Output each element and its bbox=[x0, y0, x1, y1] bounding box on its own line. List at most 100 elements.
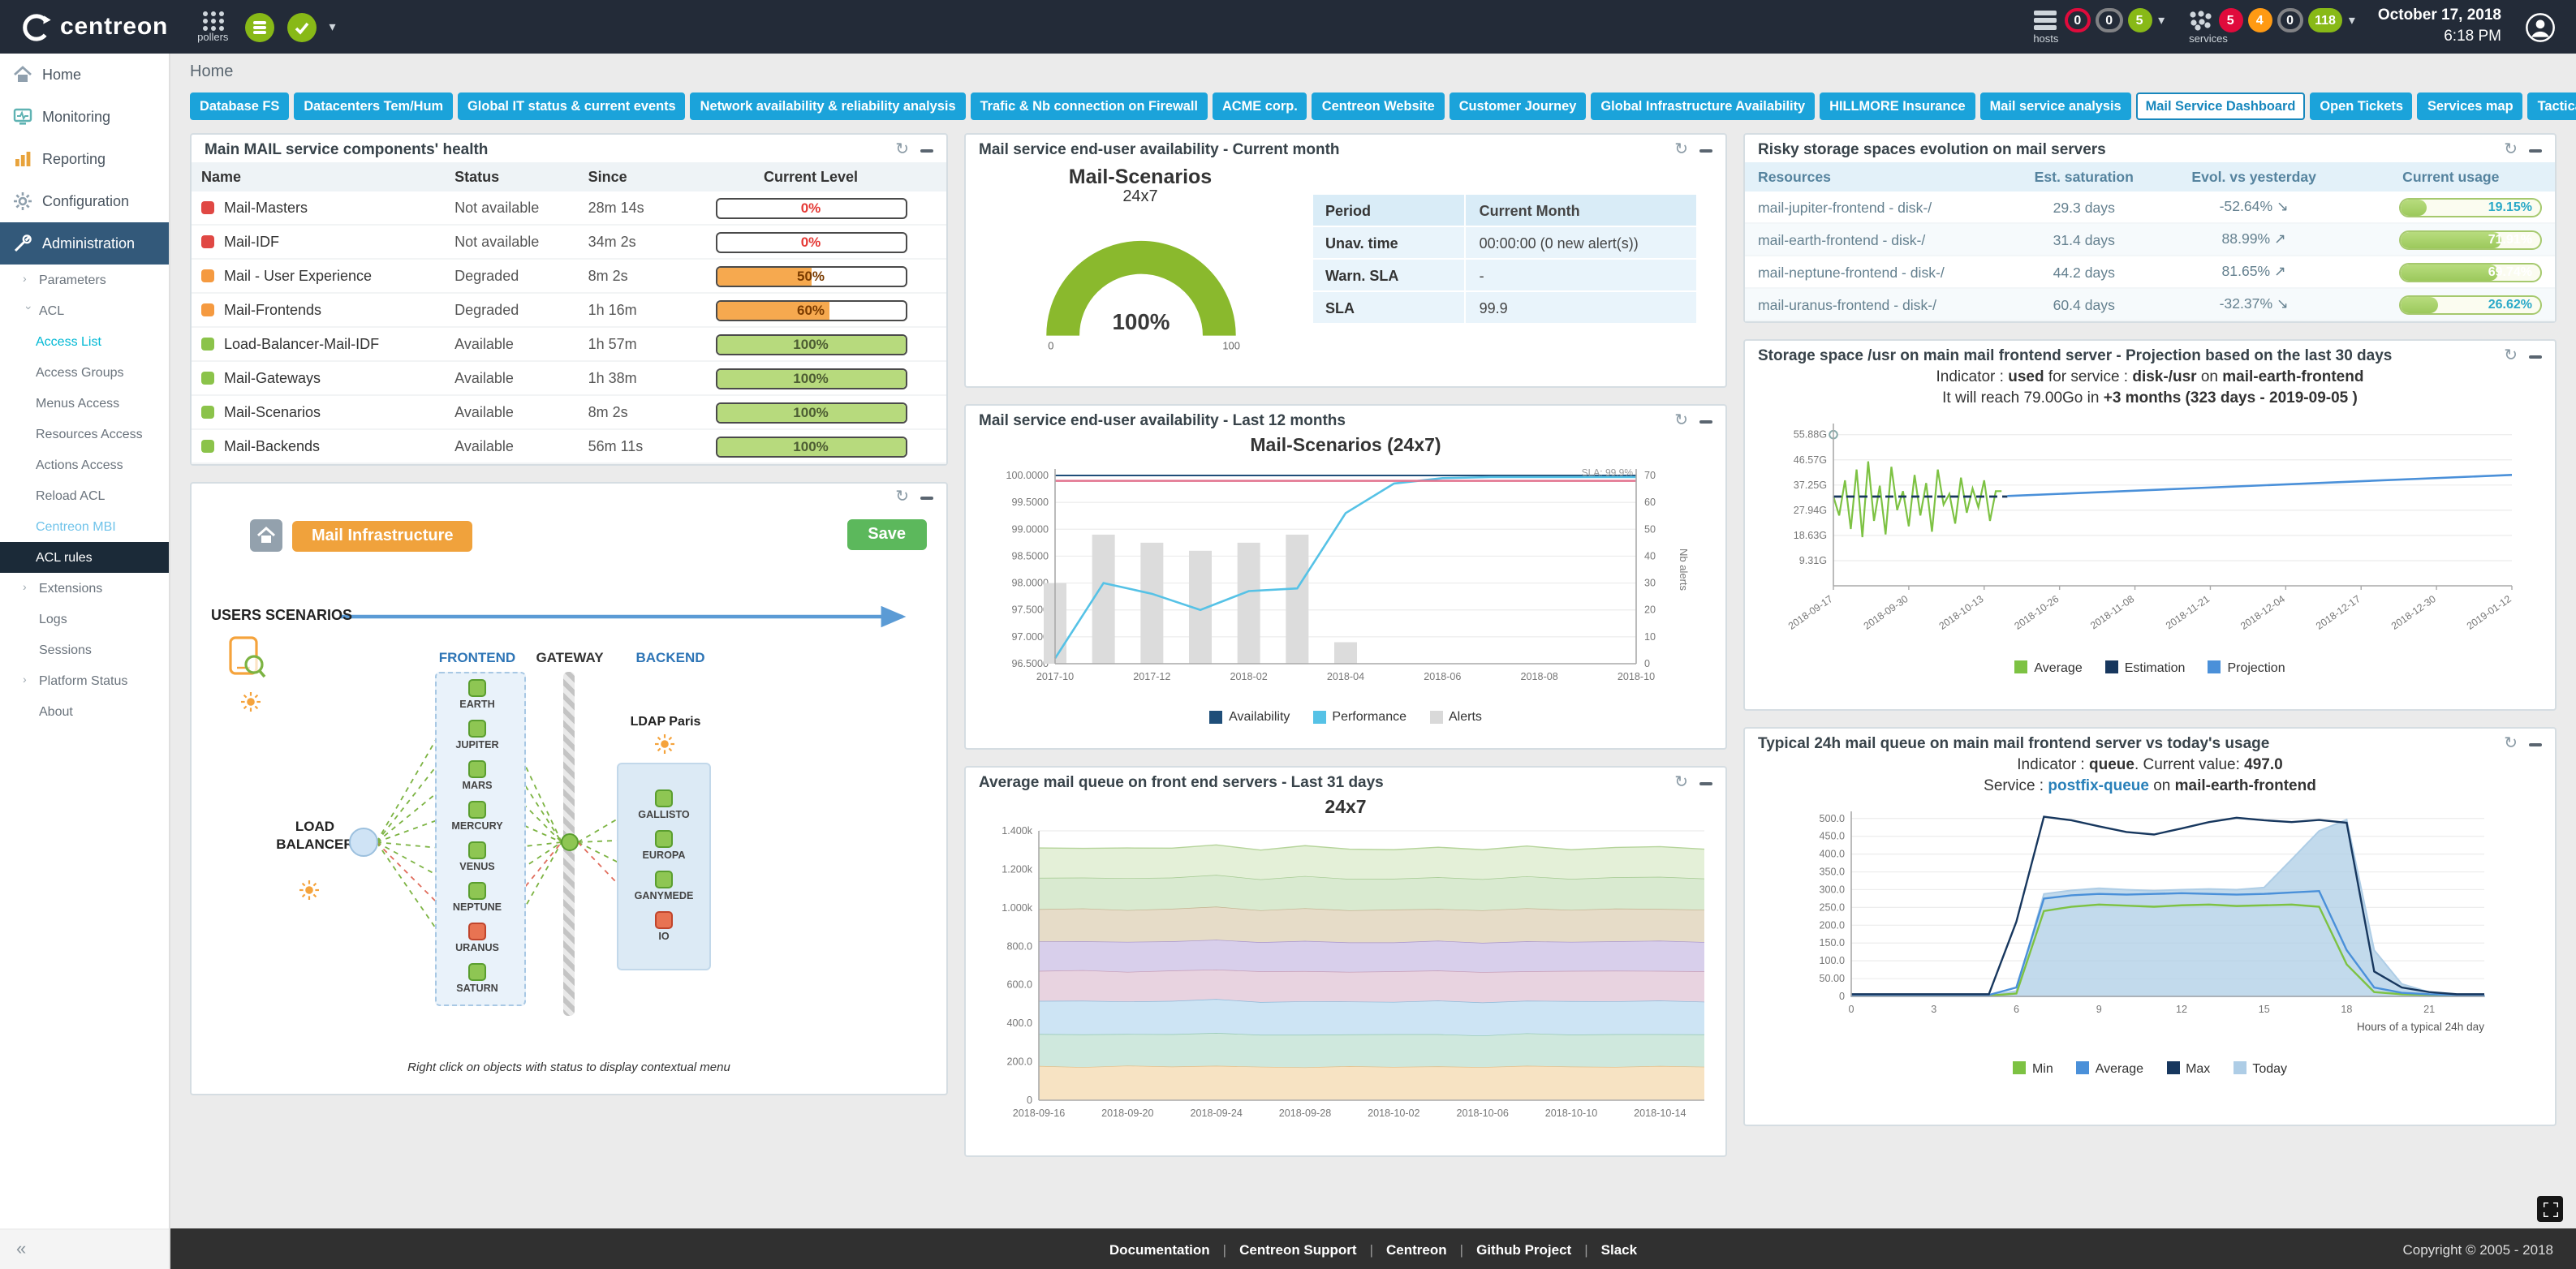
minimize-icon[interactable] bbox=[2529, 148, 2542, 152]
tab-network-availability-reliability-analysis[interactable]: Network availability & reliability analy… bbox=[690, 92, 966, 120]
node-gallisto[interactable] bbox=[655, 789, 673, 807]
tab-database-fs[interactable]: Database FS bbox=[190, 92, 290, 120]
status-badge[interactable]: 0 bbox=[2096, 8, 2123, 32]
refresh-icon[interactable]: ↻ bbox=[1674, 411, 1688, 429]
tab-services-map[interactable]: Services map bbox=[2417, 92, 2523, 120]
minimize-icon[interactable] bbox=[1699, 148, 1712, 152]
health-row[interactable]: Load-Balancer-Mail-IDF Available 1h 57m … bbox=[192, 327, 946, 362]
minimize-icon[interactable] bbox=[2529, 742, 2542, 746]
load-balancer-node[interactable] bbox=[349, 828, 378, 857]
refresh-icon[interactable]: ↻ bbox=[1674, 140, 1688, 158]
tab-mail-service-analysis[interactable]: Mail service analysis bbox=[1979, 92, 2131, 120]
gateway-node[interactable] bbox=[560, 832, 579, 852]
refresh-icon[interactable]: ↻ bbox=[2504, 346, 2518, 364]
pollers-chevron-down-icon[interactable]: ▾ bbox=[329, 19, 336, 34]
status-badge[interactable]: 0 bbox=[2277, 8, 2304, 32]
node-mars[interactable] bbox=[468, 760, 486, 778]
sidebar-item-reporting[interactable]: Reporting bbox=[0, 138, 169, 180]
sidebar-collapse-button[interactable]: « bbox=[0, 1228, 169, 1269]
sidebar-item-administration[interactable]: Administration bbox=[0, 222, 169, 265]
sidebar-item-extensions[interactable]: › Extensions bbox=[0, 573, 169, 604]
tab-trafic-nb-connection-on-firewall[interactable]: Trafic & Nb connection on Firewall bbox=[970, 92, 1208, 120]
tab-open-tickets[interactable]: Open Tickets bbox=[2310, 92, 2413, 120]
sidebar-item-platform-status[interactable]: › Platform Status bbox=[0, 665, 169, 696]
health-row[interactable]: Mail-IDF Not available 34m 2s 0% bbox=[192, 225, 946, 260]
health-row[interactable]: Mail-Frontends Degraded 1h 16m 60% bbox=[192, 293, 946, 328]
mail-queue-31d-chart[interactable]: 0 200.0 400.0 600.0 800.0 1.000k 1.200k 1.400k 2… bbox=[966, 821, 1725, 1139]
user-avatar[interactable] bbox=[2524, 11, 2557, 43]
footer-link-centreon-support[interactable]: Centreon Support bbox=[1239, 1241, 1357, 1257]
tab-mail-service-dashboard[interactable]: Mail Service Dashboard bbox=[2135, 92, 2306, 120]
refresh-icon[interactable]: ↻ bbox=[895, 488, 909, 506]
tab-acme-corp[interactable]: ACME corp. bbox=[1212, 92, 1307, 120]
node-ganymede[interactable] bbox=[655, 871, 673, 888]
refresh-icon[interactable]: ↻ bbox=[1674, 773, 1688, 791]
sidebar-item-resources-access[interactable]: Resources Access bbox=[0, 419, 169, 450]
availability-12m-chart[interactable]: 96.5000 97.0000 97.5000 98.0000 98.5000 99.00… bbox=[966, 459, 1725, 706]
sidebar-item-sessions[interactable]: Sessions bbox=[0, 634, 169, 665]
footer-link-documentation[interactable]: Documentation bbox=[1109, 1241, 1210, 1257]
minimize-icon[interactable] bbox=[2529, 355, 2542, 358]
sidebar-item-menus-access[interactable]: Menus Access bbox=[0, 388, 169, 419]
status-badge[interactable]: 0 bbox=[2064, 8, 2091, 32]
refresh-icon[interactable]: ↻ bbox=[2504, 140, 2518, 158]
node-saturn[interactable] bbox=[468, 963, 486, 981]
storage-row[interactable]: mail-neptune-frontend - disk-/ 44.2 days… bbox=[1745, 256, 2555, 289]
poller-ok-icon[interactable] bbox=[286, 12, 317, 41]
services-chevron-down-icon[interactable]: ▾ bbox=[2348, 13, 2355, 28]
services-status[interactable]: 5 4 0 118 ▾ services bbox=[2187, 8, 2355, 45]
sidebar-item-access-list[interactable]: Access List bbox=[0, 326, 169, 357]
sidebar-item-acl[interactable]: › ACL bbox=[0, 295, 169, 326]
health-row[interactable]: Mail-Backends Available 56m 11s 100% bbox=[192, 429, 946, 464]
tab-centreon-website[interactable]: Centreon Website bbox=[1312, 92, 1445, 120]
hosts-chevron-down-icon[interactable]: ▾ bbox=[2158, 13, 2165, 28]
infrastructure-title-badge[interactable]: Mail Infrastructure bbox=[292, 520, 473, 551]
tab-hillmore-insurance[interactable]: HILLMORE Insurance bbox=[1820, 92, 1975, 120]
tab-global-infrastructure-availability[interactable]: Global Infrastructure Availability bbox=[1591, 92, 1816, 120]
node-earth[interactable] bbox=[468, 679, 486, 697]
storage-row[interactable]: mail-uranus-frontend - disk-/ 60.4 days … bbox=[1745, 288, 2555, 321]
minimize-icon[interactable] bbox=[920, 497, 933, 500]
storage-row[interactable]: mail-earth-frontend - disk-/ 31.4 days 8… bbox=[1745, 223, 2555, 256]
footer-link-slack[interactable]: Slack bbox=[1600, 1241, 1638, 1257]
tab-customer-journey[interactable]: Customer Journey bbox=[1449, 92, 1587, 120]
sidebar-item-home[interactable]: Home bbox=[0, 54, 169, 96]
node-neptune[interactable] bbox=[468, 882, 486, 900]
node-venus[interactable] bbox=[468, 841, 486, 859]
footer-link-centreon[interactable]: Centreon bbox=[1386, 1241, 1447, 1257]
sidebar-item-actions-access[interactable]: Actions Access bbox=[0, 450, 169, 480]
typical-24h-chart[interactable]: 0 50.00 100.0 150.0 200.0 250.0 300.0 350.0 400.… bbox=[1745, 798, 2555, 1057]
node-jupiter[interactable] bbox=[468, 720, 486, 738]
database-poller-icon[interactable] bbox=[244, 12, 274, 41]
storage-projection-chart[interactable]: 9.31G 18.63G 27.94G 37.25G 46.57G 55.88G 2018-… bbox=[1745, 410, 2555, 656]
health-row[interactable]: Mail-Gateways Available 1h 38m 100% bbox=[192, 361, 946, 396]
minimize-icon[interactable] bbox=[920, 148, 933, 152]
node-europa[interactable] bbox=[655, 830, 673, 848]
sidebar-item-reload-acl[interactable]: Reload ACL bbox=[0, 480, 169, 511]
node-io[interactable] bbox=[655, 911, 673, 929]
infrastructure-home-icon[interactable] bbox=[250, 519, 282, 552]
status-badge[interactable]: 5 bbox=[2218, 8, 2243, 32]
health-row[interactable]: Mail-Scenarios Available 8m 2s 100% bbox=[192, 395, 946, 430]
fullscreen-button[interactable] bbox=[2537, 1196, 2563, 1222]
status-badge[interactable]: 5 bbox=[2127, 8, 2152, 32]
sidebar-item-configuration[interactable]: Configuration bbox=[0, 180, 169, 222]
refresh-icon[interactable]: ↻ bbox=[895, 140, 909, 158]
tab-tactical-overview[interactable]: Tactical Overview bbox=[2527, 92, 2576, 120]
breadcrumb[interactable]: Home bbox=[190, 63, 234, 81]
minimize-icon[interactable] bbox=[1699, 781, 1712, 785]
centreon-logo[interactable]: centreon bbox=[19, 11, 168, 43]
sidebar-item-about[interactable]: About bbox=[0, 696, 169, 727]
sidebar-item-monitoring[interactable]: Monitoring bbox=[0, 96, 169, 138]
save-button[interactable]: Save bbox=[846, 519, 927, 550]
minimize-icon[interactable] bbox=[1699, 419, 1712, 423]
refresh-icon[interactable]: ↻ bbox=[2504, 734, 2518, 752]
pollers-status[interactable]: pollers bbox=[197, 10, 228, 44]
footer-link-github-project[interactable]: Github Project bbox=[1476, 1241, 1572, 1257]
storage-row[interactable]: mail-jupiter-frontend - disk-/ 29.3 days… bbox=[1745, 191, 2555, 224]
health-row[interactable]: Mail-Masters Not available 28m 14s 0% bbox=[192, 191, 946, 226]
sidebar-item-access-groups[interactable]: Access Groups bbox=[0, 357, 169, 388]
sidebar-item-logs[interactable]: Logs bbox=[0, 604, 169, 634]
status-badge[interactable]: 118 bbox=[2308, 8, 2342, 32]
status-badge[interactable]: 4 bbox=[2247, 8, 2272, 32]
